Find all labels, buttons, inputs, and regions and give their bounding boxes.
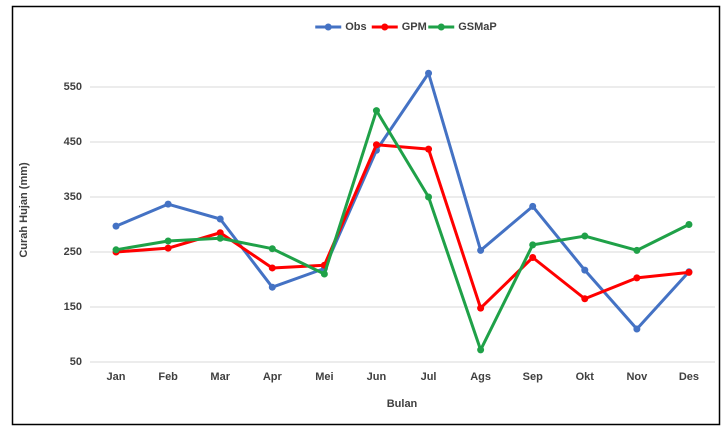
y-axis-label: Curah Hujan (mm) xyxy=(18,162,30,258)
legend-marker xyxy=(437,23,445,31)
legend-marker xyxy=(324,23,332,31)
y-tick-label: 150 xyxy=(64,301,82,313)
x-tick-label: Jun xyxy=(367,371,387,383)
point xyxy=(477,246,485,254)
legend-label: Obs xyxy=(345,21,366,33)
series-line xyxy=(115,71,691,331)
point xyxy=(581,266,589,274)
x-tick-label: Mei xyxy=(315,371,333,383)
y-tick-label: 350 xyxy=(64,191,82,203)
series-line xyxy=(115,109,690,352)
y-tick-label: 550 xyxy=(64,81,82,93)
point xyxy=(425,193,433,201)
x-tick-label: Des xyxy=(679,371,699,383)
y-tick-label: 50 xyxy=(70,356,82,368)
point xyxy=(477,304,485,312)
point xyxy=(425,69,433,77)
x-tick-label: Jul xyxy=(421,371,437,383)
point xyxy=(581,295,589,303)
x-axis-label: Bulan xyxy=(387,398,418,410)
point xyxy=(685,268,693,276)
x-tick-label: Feb xyxy=(158,371,178,383)
point xyxy=(529,202,537,210)
point xyxy=(112,246,120,254)
point xyxy=(529,241,537,249)
legend-label: GSMaP xyxy=(458,21,497,33)
point xyxy=(164,244,172,252)
point xyxy=(112,222,120,230)
x-tick-label: Sep xyxy=(523,371,543,383)
point xyxy=(372,107,380,115)
x-tick-label: Nov xyxy=(626,371,648,383)
series-line xyxy=(115,143,690,310)
x-tick-label: Okt xyxy=(576,371,595,383)
point xyxy=(372,141,380,149)
point xyxy=(529,254,537,261)
y-tick-label: 450 xyxy=(64,136,82,148)
point xyxy=(216,229,224,237)
point xyxy=(164,237,172,245)
x-tick-label: Mar xyxy=(210,371,230,383)
point xyxy=(164,200,172,208)
legend-marker xyxy=(381,23,389,31)
point xyxy=(216,234,224,242)
x-tick-label: Jan xyxy=(107,371,126,383)
point xyxy=(633,325,641,333)
x-tick-label: Apr xyxy=(263,371,283,383)
point xyxy=(581,232,589,240)
y-tick-label: 250 xyxy=(64,246,82,258)
point xyxy=(320,270,328,278)
point xyxy=(268,264,276,272)
legend-label: GPM xyxy=(402,21,427,33)
point xyxy=(425,145,433,153)
x-tick-label: Ags xyxy=(470,371,491,383)
point xyxy=(477,346,485,354)
point xyxy=(268,245,276,253)
point xyxy=(268,283,276,291)
chart-border xyxy=(11,5,721,426)
point xyxy=(633,274,641,282)
point xyxy=(685,221,693,228)
point xyxy=(216,215,224,223)
point xyxy=(633,246,641,254)
